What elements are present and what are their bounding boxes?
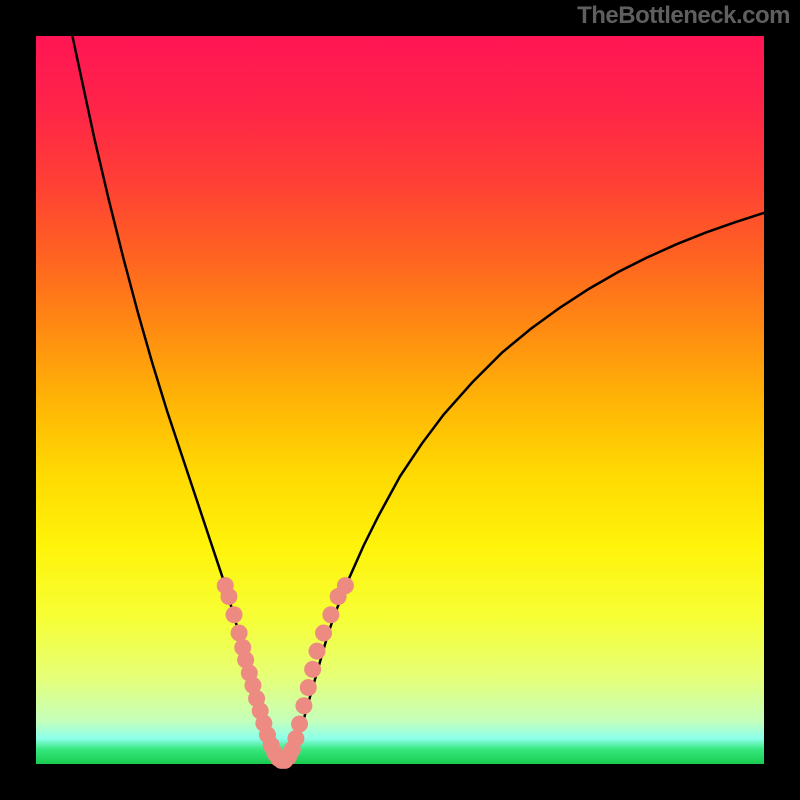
curve-marker <box>220 588 237 605</box>
curve-marker <box>226 606 243 623</box>
chart-container: TheBottleneck.com <box>0 0 800 800</box>
curve-marker <box>304 661 321 678</box>
curve-marker <box>315 624 332 641</box>
curve-marker <box>291 715 308 732</box>
curve-marker <box>295 697 312 714</box>
curve-marker <box>309 643 326 660</box>
plot-background <box>36 36 764 764</box>
curve-marker <box>287 730 304 747</box>
curve-marker <box>337 577 354 594</box>
curve-marker <box>300 679 317 696</box>
chart-svg <box>0 0 800 800</box>
curve-marker <box>231 624 248 641</box>
watermark-text: TheBottleneck.com <box>577 2 790 30</box>
curve-marker <box>322 606 339 623</box>
